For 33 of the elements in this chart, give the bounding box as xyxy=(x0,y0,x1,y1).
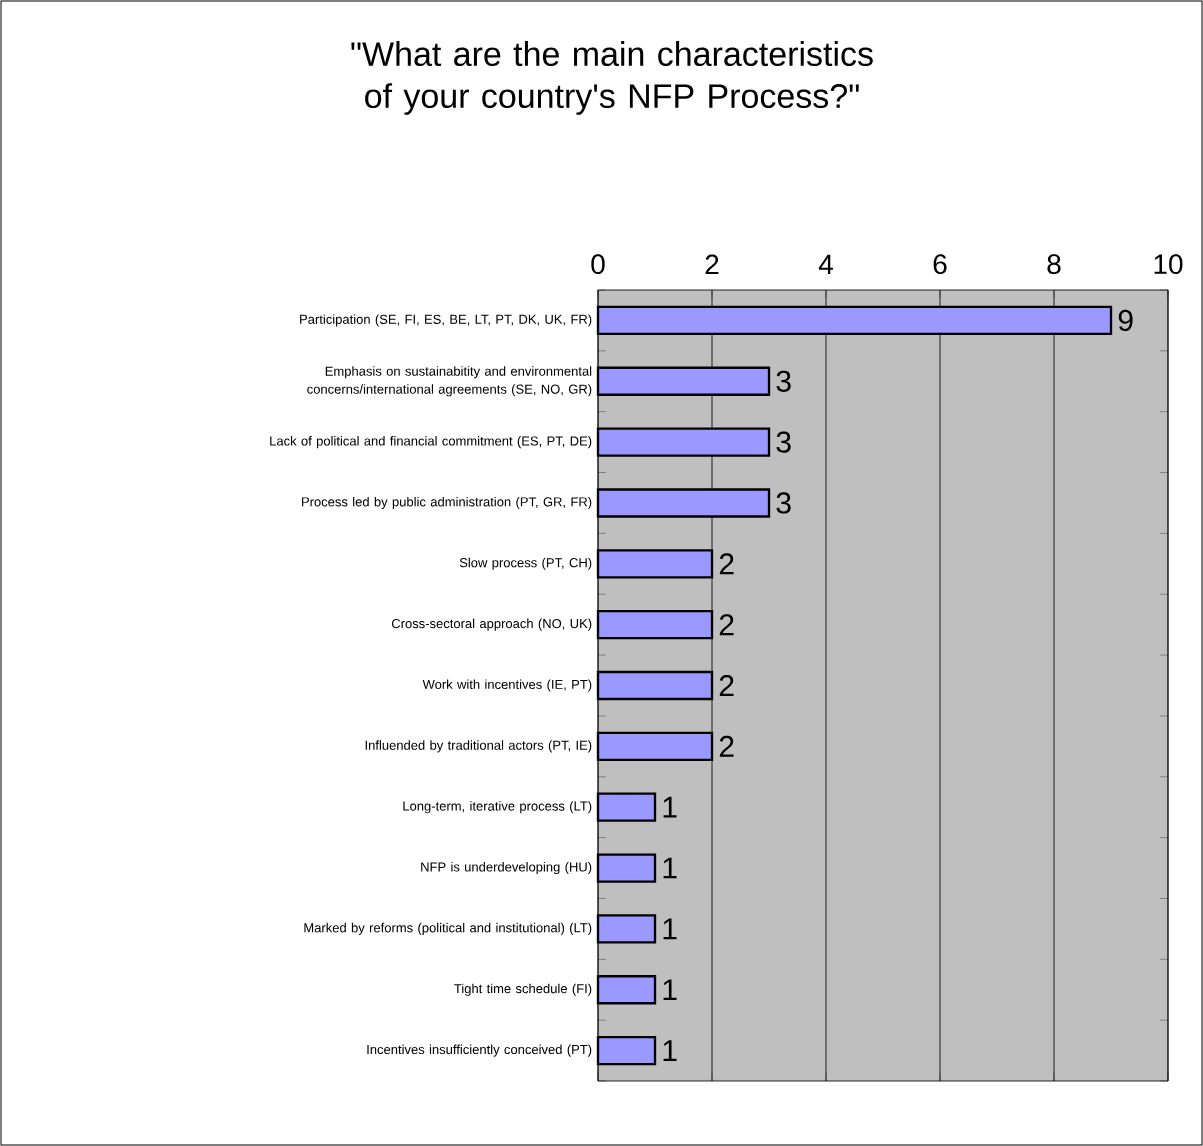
y-tick-label: Cross-sectoral approach (NO, UK) xyxy=(391,618,592,631)
y-tick-label: Marked by reforms (political and institutional) (LT) xyxy=(304,922,592,935)
data-label: 9 xyxy=(1118,309,1133,332)
y-tick-label: Lack of political and financial commitment (ES, PT, DE) xyxy=(270,436,592,449)
y-tick-label: Tight time schedule (FI) xyxy=(454,983,592,996)
chart-title: "What are the main characteristics of your country's NFP Process?" xyxy=(351,41,873,115)
data-label: 1 xyxy=(663,796,677,818)
data-label: 2 xyxy=(719,675,734,696)
y-tick-label: Slow process (PT, CH) xyxy=(459,557,592,570)
y-tick-label: Emphasis on sustainabitity and environmental concerns/international agreements (SE, NO, GR) xyxy=(307,366,592,397)
data-label: 2 xyxy=(719,614,734,636)
y-tick-label: Work with incentives (IE, PT) xyxy=(422,679,592,692)
data-label: 2 xyxy=(719,553,734,575)
y-tick-label: Influended by traditional actors (PT, IE) xyxy=(365,740,592,753)
data-label: 1 xyxy=(663,1040,677,1061)
data-label: 1 xyxy=(663,979,677,1001)
data-label: 2 xyxy=(719,735,734,757)
x-tick-label: 6 xyxy=(933,254,947,275)
x-tick-label: 10 xyxy=(1154,254,1183,275)
y-tick-label: Long-term, iterative process (LT) xyxy=(403,801,592,814)
x-tick-label: 4 xyxy=(818,254,833,275)
x-tick-label: 2 xyxy=(705,254,719,275)
y-tick-label: Incentives insufficiently conceived (PT) xyxy=(367,1044,592,1057)
data-label: 1 xyxy=(663,857,677,879)
y-tick-label: NFP is underdeveloping (HU) xyxy=(421,862,592,875)
y-tick-label: Process led by public administration (PT, GR, FR) xyxy=(302,496,592,510)
y-tick-label: Participation (SE, FI, ES, BE, LT, PT, DK, UK, FR) xyxy=(300,314,592,327)
data-label: 1 xyxy=(663,918,677,940)
x-tick-label: 0 xyxy=(591,254,605,275)
data-label: 3 xyxy=(776,370,791,392)
data-label: 3 xyxy=(776,492,791,514)
x-tick-label: 8 xyxy=(1047,254,1061,275)
data-label: 3 xyxy=(776,431,791,453)
